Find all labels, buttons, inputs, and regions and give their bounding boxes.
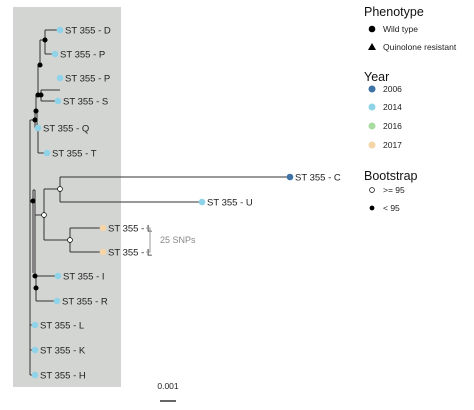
tip-label: ST 355 - R: [62, 297, 108, 308]
legend-item-bootstrap-high: >= 95: [383, 185, 405, 195]
legend-swatch-2016: [368, 122, 376, 130]
tip-label: ST 355 - P: [60, 50, 105, 61]
bootstrap-node-low: [33, 285, 39, 291]
tree-tips: ST 355 - D ST 355 - P ST 355 - P ST 355 - S…: [31, 26, 341, 382]
legend-symbol-bootstrap-high: [369, 187, 375, 193]
tip-label: ST 355 - D: [65, 26, 111, 37]
bootstrap-node-high: [57, 186, 63, 192]
legend-symbol-circle: [368, 25, 376, 33]
tip-marker: [54, 272, 62, 280]
tip-label: ST 355 - Q: [43, 124, 89, 135]
legend-item-wild-type: Wild type: [383, 24, 418, 34]
scale-bar: 0.001: [157, 381, 179, 402]
legend-swatch-2014: [368, 103, 376, 111]
tip-label: ST 355 - U: [207, 198, 253, 209]
tip-label: ST 355 - I: [63, 272, 105, 283]
tip-marker: [43, 149, 51, 157]
bootstrap-nodes: [30, 37, 73, 291]
snp-annotation: 25 SNPs: [146, 227, 196, 253]
tip-marker: [54, 97, 62, 105]
tip-label: ST 355 - L: [108, 248, 152, 259]
tip-marker: [56, 74, 64, 82]
legend-symbol-bootstrap-low: [369, 205, 375, 211]
legend-title-bootstrap: Bootstrap: [364, 169, 418, 183]
bootstrap-node-high: [41, 212, 47, 218]
snp-bracket: [146, 227, 151, 253]
tip-marker: [51, 50, 59, 58]
legend-item-2014: 2014: [383, 102, 402, 112]
bootstrap-node-low: [32, 117, 38, 123]
tip-label: ST 355 - H: [40, 371, 86, 382]
tip-marker: [286, 173, 294, 181]
bootstrap-node-low: [32, 273, 38, 279]
snp-label: 25 SNPs: [160, 235, 196, 245]
tip-marker: [31, 321, 39, 329]
legend-title-phenotype: Phenotype: [364, 5, 424, 19]
clade-highlight: [13, 7, 121, 387]
legend-item-2017: 2017: [383, 140, 402, 150]
bootstrap-node-low: [33, 108, 39, 114]
scale-bar-label: 0.001: [157, 381, 179, 391]
bootstrap-node-low: [30, 198, 36, 204]
tip-label: ST 355 - L: [40, 321, 84, 332]
legend-item-quinolone-resistant: Quinolone resistant: [383, 42, 457, 52]
tip-marker: [31, 371, 39, 379]
tip-label: ST 355 - C: [295, 173, 341, 184]
tip-label: ST 355 - T: [52, 149, 97, 160]
legend-title-year: Year: [364, 70, 389, 84]
legend-swatch-2017: [368, 141, 376, 149]
tip-marker: [53, 297, 61, 305]
tip-marker: [31, 346, 39, 354]
tip-marker: [99, 224, 107, 232]
tip-label: ST 355 - L: [108, 224, 152, 235]
legend-item-2006: 2006: [383, 84, 402, 94]
legend-item-2016: 2016: [383, 121, 402, 131]
tip-marker: [34, 124, 42, 132]
legend-swatch-2006: [368, 85, 376, 93]
tip-marker: [99, 248, 107, 256]
tip-label: ST 355 - K: [40, 346, 86, 357]
bootstrap-node-low: [37, 62, 43, 68]
legend-item-bootstrap-low: < 95: [383, 203, 400, 213]
tip-marker: [56, 26, 64, 34]
bootstrap-node-high: [67, 237, 73, 243]
legend: Phenotype Wild type Quinolone resistant …: [364, 5, 457, 213]
tip-label: ST 355 - S: [63, 97, 108, 108]
tip-marker: [198, 198, 206, 206]
bootstrap-node-low: [38, 92, 44, 98]
tip-label: ST 355 - P: [65, 74, 110, 85]
legend-symbol-triangle: [368, 43, 376, 50]
bootstrap-node-low: [42, 37, 48, 43]
